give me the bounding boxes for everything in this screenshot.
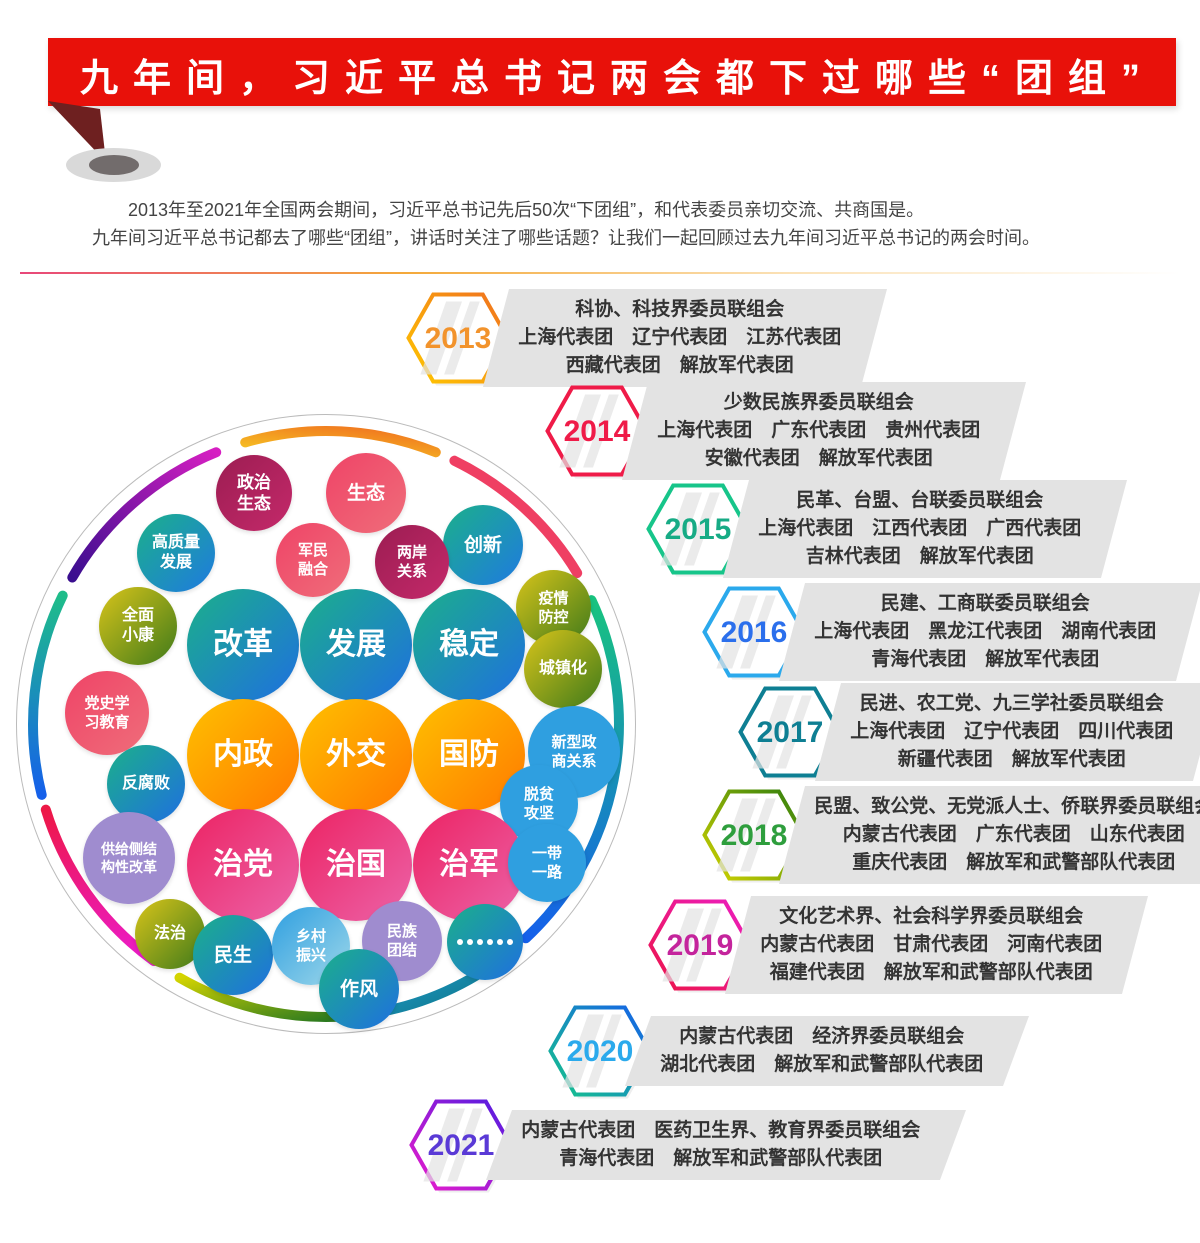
svg-text:2017: 2017 (757, 716, 824, 749)
svg-text:2013: 2013 (425, 322, 492, 355)
svg-text:2019: 2019 (667, 929, 734, 962)
svg-text:2015: 2015 (665, 513, 732, 546)
svg-text:2020: 2020 (567, 1035, 634, 1068)
svg-text:2021: 2021 (428, 1129, 495, 1162)
svg-text:2018: 2018 (721, 819, 788, 852)
svg-text:2016: 2016 (721, 616, 788, 649)
